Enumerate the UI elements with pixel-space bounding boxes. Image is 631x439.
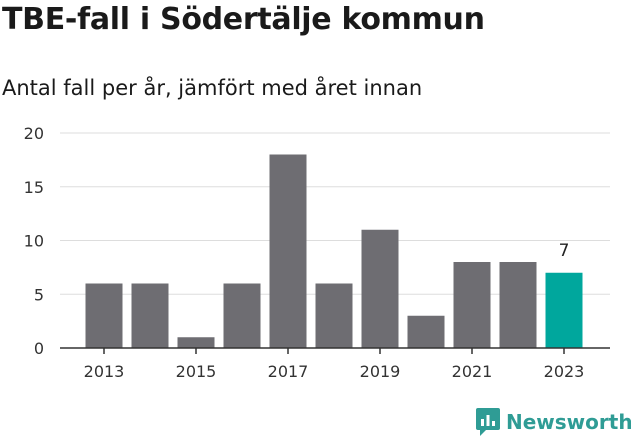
x-tick-label: 2017 (268, 362, 309, 381)
bar-2017 (269, 154, 307, 348)
bar-2020 (407, 315, 445, 348)
data-label: 7 (559, 241, 570, 261)
bar-2016 (223, 283, 261, 348)
newsworthy-icon (476, 408, 500, 436)
bar-2014 (131, 283, 169, 348)
x-tick-label: 2013 (84, 362, 125, 381)
bar-2022 (499, 262, 537, 348)
y-tick-label: 0 (34, 339, 44, 358)
bar-2019 (361, 229, 399, 348)
bar-2021 (453, 262, 491, 348)
brand-name: Newsworthy (506, 410, 631, 434)
bar-2018 (315, 283, 353, 348)
y-tick-label: 15 (24, 178, 44, 197)
bar-2015 (177, 337, 215, 348)
x-tick-label: 2023 (544, 362, 585, 381)
x-tick-label: 2015 (176, 362, 217, 381)
bar-2013 (85, 283, 123, 348)
x-tick-label: 2021 (452, 362, 493, 381)
chart-subtitle: Antal fall per år, jämfört med året inna… (2, 76, 423, 100)
newsworthy-logo: Newsworthy (476, 408, 631, 436)
chart-title: TBE-fall i Södertälje kommun (2, 2, 485, 37)
y-tick-label: 10 (24, 232, 44, 251)
y-tick-label: 5 (34, 285, 44, 304)
x-tick-label: 2019 (360, 362, 401, 381)
y-tick-label: 20 (24, 124, 44, 143)
bar-2023 (545, 272, 583, 348)
